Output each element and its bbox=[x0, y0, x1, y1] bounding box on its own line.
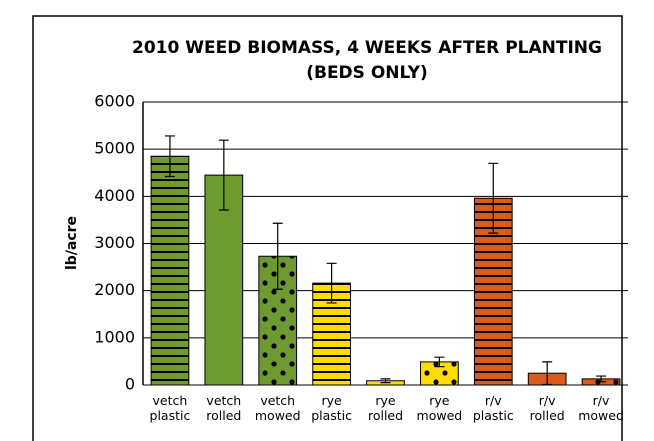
x-tick-label: rye mowed bbox=[417, 393, 463, 423]
x-tick-label: vetch rolled bbox=[206, 393, 241, 423]
frame bbox=[32, 15, 623, 441]
y-tick-label: 4000 bbox=[94, 186, 135, 205]
x-tick-label: vetch plastic bbox=[150, 393, 191, 423]
y-tick-label: 1000 bbox=[94, 327, 135, 346]
y-tick-label: 0 bbox=[125, 375, 135, 394]
x-tick-label: r/v rolled bbox=[530, 393, 565, 423]
error-bar bbox=[218, 139, 229, 211]
y-tick-label: 2000 bbox=[94, 280, 135, 299]
bar-pattern bbox=[151, 156, 189, 385]
chart-title: 2010 WEED BIOMASS, 4 WEEKS AFTER PLANTIN… bbox=[132, 38, 602, 58]
error-bar bbox=[164, 135, 175, 178]
y-tick-label: 3000 bbox=[94, 233, 135, 252]
x-tick-label: r/v mowed bbox=[578, 393, 624, 423]
y-axis-label: lb/acre bbox=[64, 216, 80, 270]
error-bar bbox=[272, 222, 283, 290]
x-tick-label: rye rolled bbox=[368, 393, 403, 423]
x-tick-label: vetch mowed bbox=[255, 393, 301, 423]
error-bar bbox=[542, 361, 553, 386]
chart-subtitle: (BEDS ONLY) bbox=[306, 63, 428, 83]
x-tick-label: r/v plastic bbox=[473, 393, 514, 423]
error-bar bbox=[326, 262, 337, 304]
error-bar bbox=[488, 162, 499, 234]
error-bar bbox=[596, 375, 607, 383]
x-tick-label: rye plastic bbox=[311, 393, 352, 423]
bar-pattern bbox=[420, 361, 459, 385]
y-tick-label: 5000 bbox=[94, 139, 135, 158]
error-bar bbox=[380, 378, 391, 384]
error-bar bbox=[434, 356, 445, 368]
y-tick-label: 6000 bbox=[94, 92, 135, 111]
